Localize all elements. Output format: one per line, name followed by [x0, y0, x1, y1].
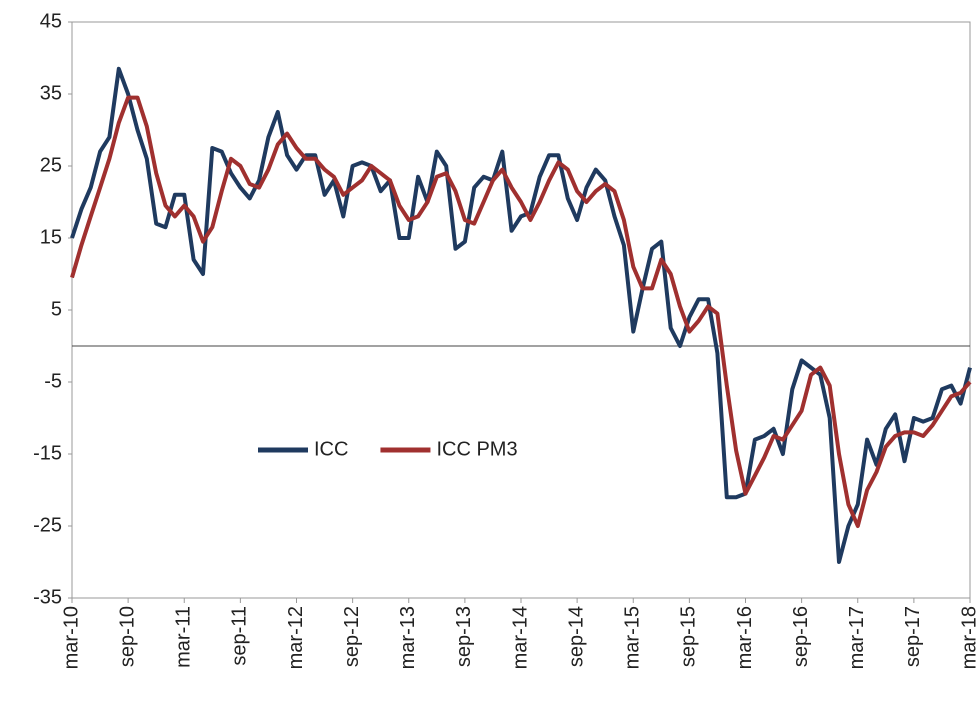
y-tick-label: -35 [33, 586, 62, 608]
x-tick-label: sep-15 [678, 606, 700, 667]
x-tick-label: sep-14 [565, 606, 587, 667]
y-tick-label: 15 [40, 226, 62, 248]
y-tick-label: 5 [51, 298, 62, 320]
x-tick-label: mar-13 [397, 606, 419, 669]
y-tick-label: -5 [44, 370, 62, 392]
x-tick-label: mar-12 [285, 606, 307, 669]
x-tick-label: mar-18 [958, 606, 979, 669]
x-tick-label: mar-10 [60, 606, 82, 669]
y-tick-label: -25 [33, 514, 62, 536]
x-tick-label: sep-17 [902, 606, 924, 667]
x-tick-label: mar-15 [622, 606, 644, 669]
legend-label: ICC [314, 438, 348, 460]
series-line [70, 95, 972, 528]
x-tick-label: sep-12 [341, 606, 363, 667]
x-tick-label: sep-10 [116, 606, 138, 667]
y-tick-label: 35 [40, 82, 62, 104]
y-tick-label: -15 [33, 442, 62, 464]
x-tick-label: mar-16 [734, 606, 756, 669]
x-tick-label: sep-13 [453, 606, 475, 667]
y-tick-label: 45 [40, 10, 62, 32]
series-line [70, 66, 972, 564]
x-tick-label: mar-14 [509, 606, 531, 669]
legend-label: ICC PM3 [436, 438, 517, 460]
x-tick-label: sep-16 [790, 606, 812, 667]
x-tick-label: mar-11 [173, 606, 195, 668]
x-tick-label: mar-17 [846, 606, 868, 669]
y-tick-label: 25 [40, 154, 62, 176]
x-tick-label: sep-11 [229, 606, 251, 666]
